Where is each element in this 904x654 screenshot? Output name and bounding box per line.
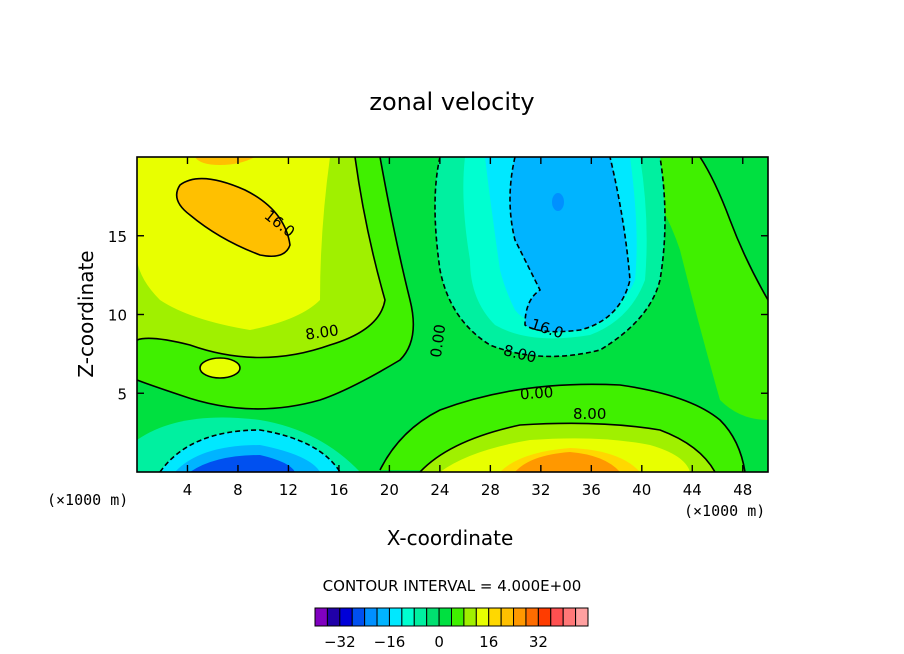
y-tick-label: 10 [108, 307, 127, 325]
contour-0-left [137, 157, 415, 410]
colorbar-swatch [500, 607, 515, 627]
x-tick-label: 32 [531, 481, 550, 499]
contour-label: 0.00 [519, 383, 554, 403]
fill-region-ll-24 [190, 455, 295, 472]
fill-region-16b [195, 157, 255, 165]
fill-region-lens [200, 358, 240, 378]
colorbar-swatch [388, 607, 403, 627]
x-tick-label: 36 [582, 481, 601, 499]
contour-lines [137, 157, 768, 472]
colorbar-swatch [376, 607, 390, 627]
x-tick-label: 24 [430, 481, 449, 499]
x-tick-label: 8 [233, 481, 243, 499]
colorbar-swatch [438, 607, 453, 627]
contour-label: 8.00 [304, 321, 340, 343]
colorbar-swatch [426, 607, 440, 627]
colorbar-swatch [562, 607, 577, 627]
colorbar [314, 607, 589, 627]
x-tick-label: 40 [632, 481, 651, 499]
colorbar-swatch [364, 607, 378, 627]
x-tick-label: 4 [183, 481, 193, 499]
x-tick-label: 12 [279, 481, 298, 499]
contour-interval-label: CONTOUR INTERVAL = 4.000E+00 [322, 577, 582, 595]
colorbar-swatch [351, 607, 366, 627]
colorbar-tick-label: 16 [479, 633, 498, 651]
contour-right [699, 157, 768, 301]
x-tick-label: 44 [683, 481, 702, 499]
x-tick-label: 48 [733, 481, 752, 499]
y-tick-label: 5 [117, 385, 127, 403]
x-unit-label-right: (×1000 m) [684, 502, 766, 520]
colorbar-labels: −32 −16 0 16 32 [324, 633, 548, 651]
fill-region-neg-20 [552, 193, 564, 211]
y-tick-label: 15 [108, 228, 127, 246]
contour-label: 8.00 [573, 405, 606, 423]
contour-8-left [137, 157, 386, 359]
colorbar-swatch [401, 607, 415, 627]
colorbar-swatch [326, 607, 341, 627]
colorbar-swatch [463, 607, 477, 627]
colorbar-swatch [550, 607, 564, 627]
x-axis-title: X-coordinate [386, 526, 514, 550]
colorbar-swatch [575, 607, 589, 627]
contour-0-low [379, 383, 746, 472]
contour-8-low [419, 422, 716, 472]
chart-title: zonal velocity [369, 88, 535, 116]
colorbar-swatch [513, 607, 527, 627]
y-axis-ticks: 5 10 15 [108, 228, 768, 403]
colorbar-swatch [537, 607, 552, 627]
colorbar-swatch [314, 607, 328, 627]
colorbar-tick-label: 32 [529, 633, 548, 651]
contour-neg16 [509, 157, 631, 333]
x-unit-label-left: (×1000 m) [47, 491, 129, 509]
x-tick-label: 20 [380, 481, 399, 499]
contour-neg-ll [159, 429, 341, 472]
colorbar-swatch [339, 607, 353, 627]
contour-16 [175, 177, 291, 258]
colorbar-swatch [488, 607, 502, 627]
colorbar-swatch [451, 607, 465, 627]
colorbar-tick-label: −32 [324, 633, 356, 651]
contour-fill-layer [137, 157, 768, 472]
contour-lens [199, 357, 241, 379]
contour-neg8 [434, 157, 666, 358]
colorbar-tick-label: 0 [434, 633, 444, 651]
colorbar-swatch [413, 607, 428, 627]
colorbar-swatch [475, 607, 490, 627]
fill-region-16 [176, 178, 290, 257]
x-axis-ticks: 4 8 12 16 20 24 28 32 36 40 44 48 [183, 157, 752, 499]
x-tick-label: 28 [481, 481, 500, 499]
fill-region-neg-16 [510, 157, 630, 332]
contour-label: 0.00 [427, 323, 449, 359]
colorbar-swatch [525, 607, 539, 627]
x-tick-label: 16 [329, 481, 348, 499]
colorbar-tick-label: −16 [374, 633, 406, 651]
